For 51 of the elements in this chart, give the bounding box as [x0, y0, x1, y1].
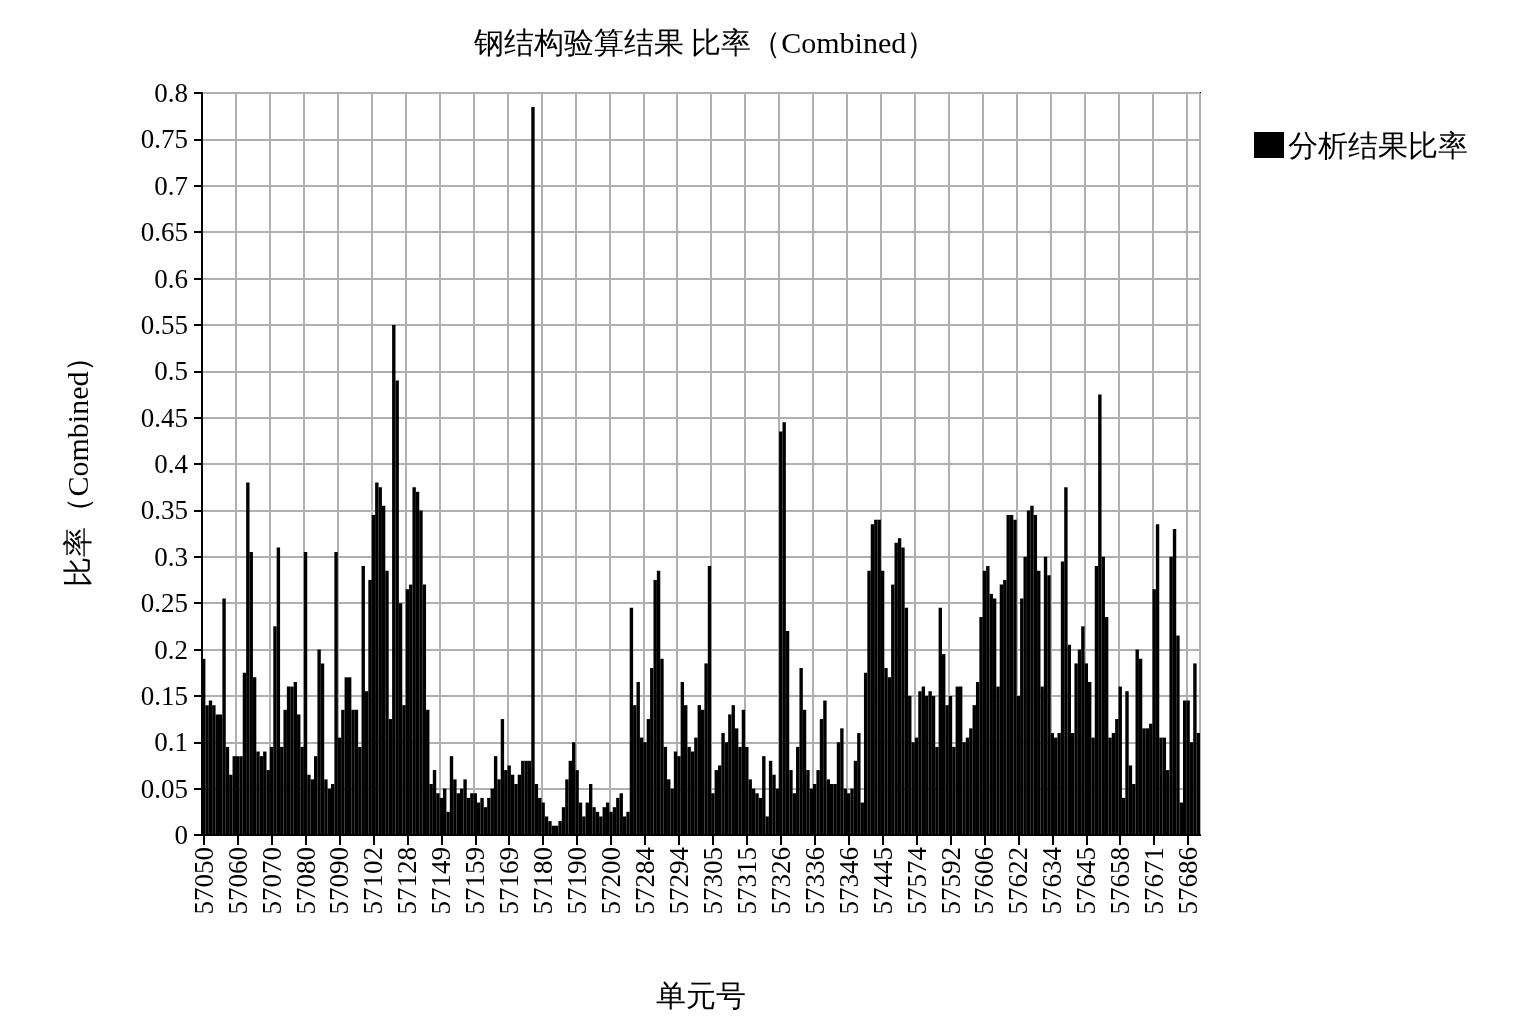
y-tick-label: 0.05: [140, 773, 188, 804]
y-tick-label: 0.65: [140, 217, 188, 248]
x-tick-label: 57159: [460, 847, 491, 915]
y-tick-label: 0.1: [154, 727, 188, 758]
x-tick-label: 57315: [731, 847, 762, 915]
x-tick-label: 57305: [697, 847, 728, 915]
x-tick-label: 57284: [629, 846, 660, 915]
x-tick-label: 57346: [833, 847, 864, 915]
x-tick-label: 57622: [1003, 847, 1034, 915]
x-tick-label: 57149: [426, 847, 457, 915]
y-tick-label: 0.25: [140, 588, 188, 619]
y-axis-title: 比率（Combined）: [60, 341, 94, 587]
x-tick-label: 57445: [867, 847, 898, 915]
y-tick-label: 0.6: [154, 263, 188, 294]
y-tick-label: 0.8: [154, 78, 188, 108]
x-tick-label: 57200: [596, 847, 627, 915]
y-tick-label: 0: [174, 820, 188, 850]
x-tick-label: 57128: [392, 847, 423, 915]
x-tick-label: 57634: [1037, 846, 1068, 915]
x-tick-label: 57050: [188, 847, 219, 915]
y-tick-label: 0.15: [140, 680, 188, 711]
y-tick-label: 0.75: [140, 124, 188, 155]
y-tick-label: 0.55: [140, 309, 188, 340]
y-tick-label: 0.45: [140, 402, 188, 433]
x-axis-title: 单元号: [656, 978, 746, 1012]
x-tick-label: 57294: [663, 846, 694, 915]
x-tick-label: 57686: [1173, 847, 1204, 915]
x-tick-label: 57336: [799, 847, 830, 915]
y-tick-label: 0.3: [154, 541, 188, 572]
x-tick-label: 57671: [1139, 847, 1170, 915]
y-tick-label: 0.7: [154, 170, 188, 201]
x-tick-label: 57102: [358, 847, 389, 915]
y-tick-label: 0.5: [154, 356, 188, 387]
x-tick-label: 57169: [494, 847, 525, 915]
legend-label: 分析结果比率: [1288, 128, 1468, 162]
x-tick-label: 57180: [528, 847, 559, 915]
chart-title: 钢结构验算结果 比率（Combined）: [472, 25, 937, 59]
x-tick-label: 57606: [969, 847, 1000, 915]
y-tick-label: 0.35: [140, 495, 188, 526]
x-tick-label: 57080: [290, 847, 321, 915]
x-tick-label: 57658: [1105, 847, 1136, 915]
x-tick-label: 57574: [901, 846, 932, 915]
x-tick-label: 57645: [1071, 847, 1102, 915]
y-tick-label: 0.4: [154, 449, 189, 479]
x-tick-label: 57592: [935, 847, 966, 915]
x-tick-label: 57060: [222, 847, 253, 915]
x-tick-label: 57090: [324, 847, 355, 915]
x-tick-label: 57070: [256, 847, 287, 915]
x-tick-label: 57326: [765, 847, 796, 915]
y-tick-label: 0.2: [154, 634, 188, 665]
x-tick-label: 57190: [562, 847, 593, 915]
